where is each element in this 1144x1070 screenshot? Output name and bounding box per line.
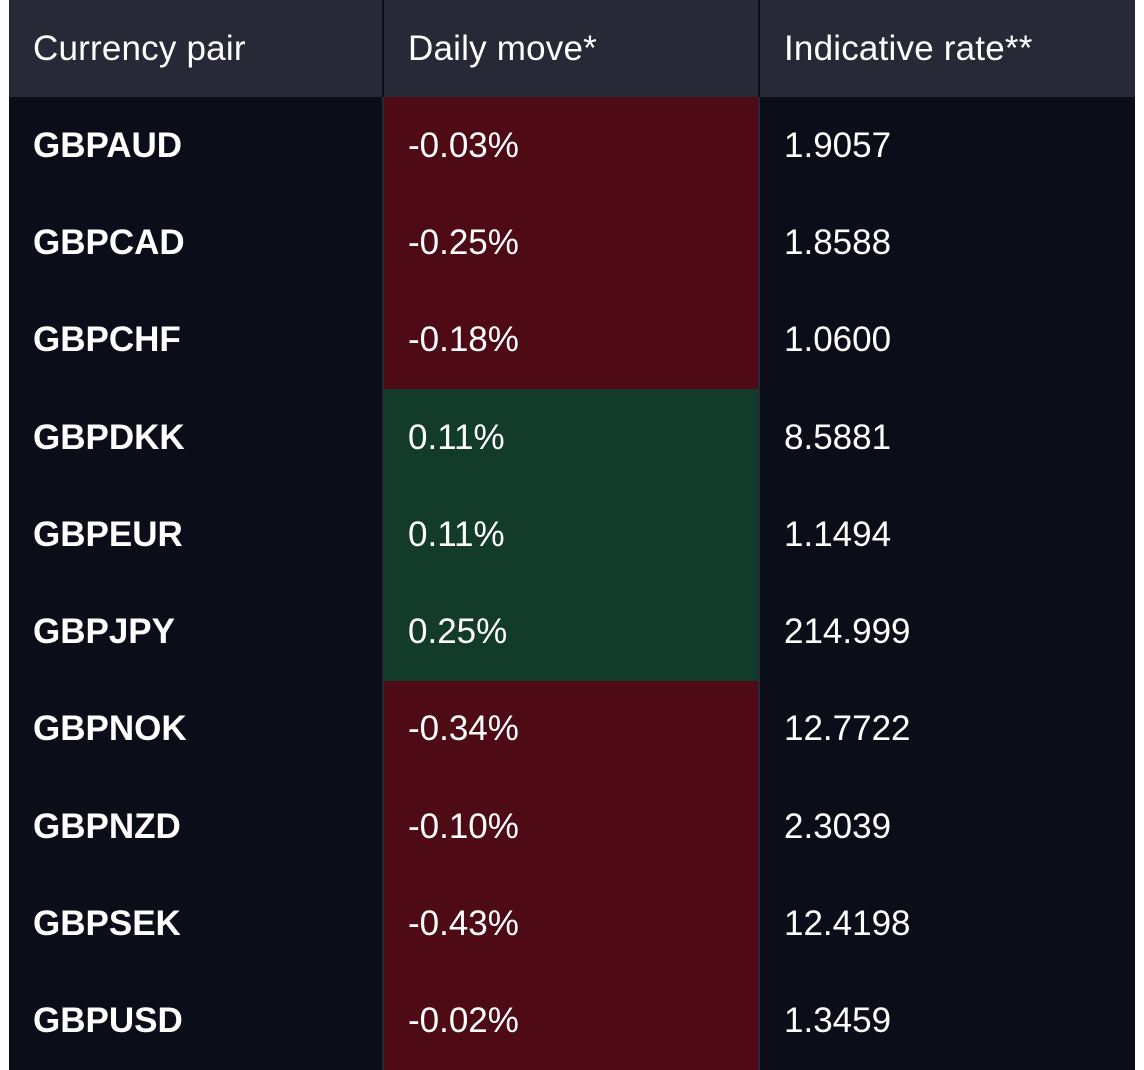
daily-move-cell: -0.03%	[384, 97, 760, 195]
indicative-rate-cell: 1.0600	[784, 320, 892, 360]
indicative-rate-cell: 1.1494	[784, 514, 892, 554]
indicative-rate-cell: 12.7722	[784, 709, 911, 749]
currency-pair-cell: GBPAUD	[9, 97, 384, 195]
indicative-rate-cell: 12.4198	[784, 904, 911, 944]
table-header: Currency pair Daily move* Indicative rat…	[9, 0, 1135, 97]
currency-pair-cell: GBPSEK	[9, 875, 384, 973]
daily-move-cell: -0.34%	[384, 680, 760, 779]
currency-table: Currency pair Daily move* Indicative rat…	[9, 0, 1135, 1070]
indicative-rate-cell: 1.3459	[784, 1001, 892, 1041]
table-row[interactable]: GBPNOK -0.34% 12.7722	[9, 680, 1135, 779]
daily-move-cell: 0.11%	[384, 388, 760, 487]
currency-pair-cell: GBPCAD	[9, 194, 384, 292]
table-row[interactable]: GBPEUR 0.11% 1.1494	[9, 486, 1135, 584]
table-row[interactable]: GBPDKK 0.11% 8.5881	[9, 388, 1135, 487]
currency-pair-cell: GBPDKK	[9, 388, 384, 487]
daily-move-cell: -0.43%	[384, 875, 760, 973]
indicative-rate-cell: 8.5881	[784, 417, 892, 457]
table-row[interactable]: GBPNZD -0.10% 2.3039	[9, 778, 1135, 876]
currency-pair-cell: GBPNZD	[9, 778, 384, 876]
indicative-rate-cell: 214.999	[784, 612, 911, 652]
table-row[interactable]: GBPSEK -0.43% 12.4198	[9, 875, 1135, 973]
daily-move-cell: -0.02%	[384, 972, 760, 1070]
currency-pair-cell: GBPCHF	[9, 291, 384, 389]
daily-move-cell: -0.25%	[384, 194, 760, 292]
indicative-rate-cell: 1.8588	[784, 222, 892, 262]
daily-move-cell: -0.18%	[384, 291, 760, 389]
indicative-rate-cell: 1.9057	[784, 125, 892, 165]
header-daily-move[interactable]: Daily move*	[384, 0, 760, 97]
header-indicative-rate[interactable]: Indicative rate**	[784, 28, 1033, 68]
table-row[interactable]: GBPJPY 0.25% 214.999	[9, 583, 1135, 681]
table-row[interactable]: GBPCAD -0.25% 1.8588	[9, 194, 1135, 292]
daily-move-cell: -0.10%	[384, 778, 760, 876]
indicative-rate-cell: 2.3039	[784, 806, 892, 846]
currency-pair-cell: GBPNOK	[9, 680, 384, 779]
currency-pair-cell: GBPEUR	[9, 486, 384, 584]
header-currency-pair[interactable]: Currency pair	[9, 0, 384, 97]
table-row[interactable]: GBPUSD -0.02% 1.3459	[9, 972, 1135, 1070]
table-row[interactable]: GBPAUD -0.03% 1.9057	[9, 97, 1135, 195]
daily-move-cell: 0.11%	[384, 486, 760, 584]
currency-pair-cell: GBPJPY	[9, 583, 384, 681]
table-row[interactable]: GBPCHF -0.18% 1.0600	[9, 291, 1135, 389]
currency-pair-cell: GBPUSD	[9, 972, 384, 1070]
table-body: GBPAUD -0.03% 1.9057 GBPCAD -0.25% 1.8588 GBPC…	[9, 97, 1135, 1070]
daily-move-cell: 0.25%	[384, 583, 760, 681]
